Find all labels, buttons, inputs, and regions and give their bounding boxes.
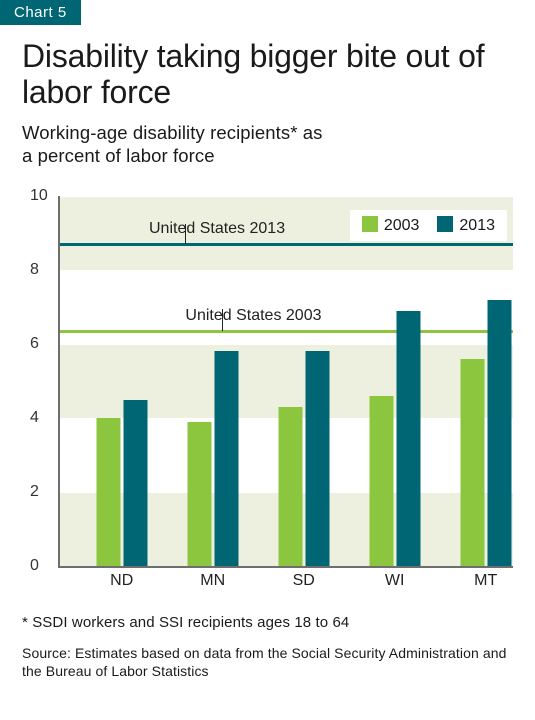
legend-item: 2013 <box>437 216 495 235</box>
x-tick-label: WI <box>385 572 405 590</box>
chart-label: Chart 5 <box>0 0 81 25</box>
bar-2003 <box>187 422 211 566</box>
bar-2003 <box>369 396 393 566</box>
bar-group <box>96 400 147 567</box>
bar-2013 <box>214 351 238 566</box>
reference-line-label: United States 2013 <box>149 220 285 238</box>
legend-label: 2003 <box>384 217 420 234</box>
plot-area: United States 2013 United States 2003 2003… <box>58 196 513 566</box>
reference-line-pointer <box>185 224 186 244</box>
legend-label: 2013 <box>459 217 495 234</box>
reference-line-label: United States 2003 <box>185 307 321 325</box>
x-tick-label: MT <box>474 572 497 590</box>
legend: 2003 2013 <box>350 210 507 241</box>
bar-2013 <box>396 311 420 566</box>
bar-2013 <box>123 400 147 567</box>
y-axis <box>58 196 60 566</box>
legend-item: 2003 <box>362 216 420 235</box>
content: Disability taking bigger bite out of lab… <box>0 25 535 680</box>
x-axis <box>58 566 513 568</box>
y-tick-label: 2 <box>30 483 39 501</box>
subtitle-line-1: Working-age disability recipients* as <box>22 122 323 143</box>
grid-line <box>58 196 513 197</box>
chart-title: Disability taking bigger bite out of lab… <box>22 39 513 111</box>
y-tick-label: 6 <box>30 335 39 353</box>
y-tick-label: 0 <box>30 557 39 575</box>
bar-2013 <box>487 300 511 566</box>
source-text: Source: Estimates based on data from the… <box>22 645 513 680</box>
legend-swatch <box>437 216 453 232</box>
grid-line <box>58 270 513 271</box>
bar-group <box>369 311 420 566</box>
y-tick-label: 10 <box>30 187 48 205</box>
x-tick-label: SD <box>293 572 315 590</box>
x-tick-label: ND <box>110 572 133 590</box>
bar-group <box>460 300 511 566</box>
reference-line-pointer <box>222 309 223 331</box>
y-tick-label: 8 <box>30 261 39 279</box>
bar-group <box>278 351 329 566</box>
bar-2003 <box>460 359 484 566</box>
grid-line <box>58 344 513 345</box>
bar-2013 <box>305 351 329 566</box>
footnote: * SSDI workers and SSI recipients ages 1… <box>22 614 513 631</box>
bar-2003 <box>96 418 120 566</box>
subtitle-line-2: a percent of labor force <box>22 145 215 166</box>
y-tick-label: 4 <box>30 409 39 427</box>
x-tick-label: MN <box>200 572 225 590</box>
legend-swatch <box>362 216 378 232</box>
reference-line <box>58 243 513 246</box>
chart-subtitle: Working-age disability recipients* as a … <box>22 121 513 168</box>
bar-2003 <box>278 407 302 566</box>
bar-group <box>187 351 238 566</box>
chart-area: United States 2013 United States 2003 2003… <box>22 196 513 596</box>
reference-line <box>58 330 513 333</box>
